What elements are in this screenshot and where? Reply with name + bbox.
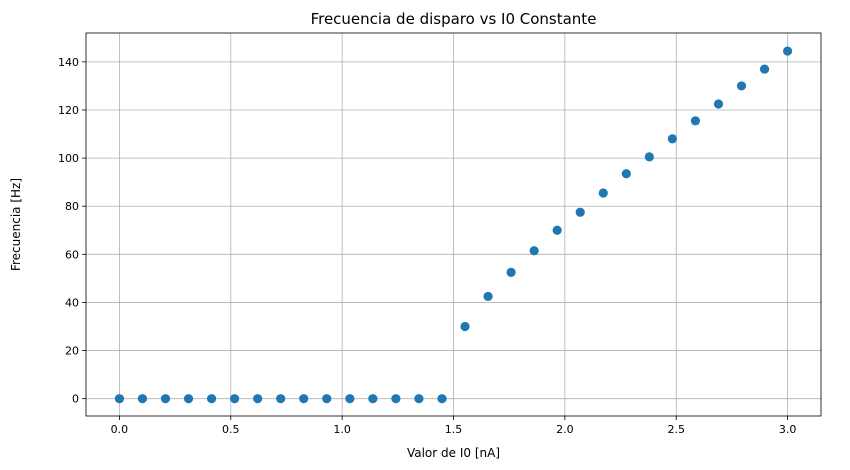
data-point (713, 99, 724, 109)
x-tick-label: 1.5 (445, 423, 463, 436)
data-point (552, 225, 562, 235)
data-point (575, 207, 585, 217)
x-tick-label: 2.5 (667, 423, 685, 436)
y-tick-label: 140 (58, 56, 79, 69)
y-tick-label: 60 (65, 248, 79, 261)
data-point (391, 394, 401, 404)
data-point (114, 394, 125, 404)
data-point (759, 64, 770, 74)
data-point (183, 394, 194, 404)
y-tick-label: 120 (58, 104, 79, 117)
y-tick-label: 0 (72, 393, 79, 406)
data-point (644, 152, 654, 162)
axis-ticks: 0.0 0.5 1.0 1.5 2.0 2.5 3.0 0 20 40 60 80 100 120 140 (58, 56, 796, 436)
chart-title: Frecuencia de disparo vs I0 Constante (311, 10, 597, 28)
data-points (114, 46, 793, 404)
data-point (206, 394, 217, 404)
data-point (253, 394, 263, 404)
data-point (160, 394, 171, 404)
data-point (414, 394, 424, 404)
x-tick-label: 0.0 (111, 423, 129, 436)
data-point (299, 394, 309, 404)
data-point (529, 246, 539, 256)
data-point (667, 134, 677, 144)
x-tick-label: 2.0 (556, 423, 574, 436)
grid-lines (86, 33, 821, 416)
data-point (690, 116, 701, 126)
x-tick-label: 1.0 (333, 423, 351, 436)
data-point (460, 321, 470, 332)
y-tick-label: 80 (65, 200, 79, 213)
x-tick-label: 3.0 (779, 423, 797, 436)
data-point (437, 394, 447, 404)
y-axis-label: Frecuencia [Hz] (9, 178, 23, 271)
y-tick-label: 20 (65, 345, 79, 358)
data-point (782, 46, 793, 56)
data-point (483, 291, 493, 302)
x-tick-label: 0.5 (222, 423, 240, 436)
data-point (230, 394, 240, 404)
x-axis-label: Valor de I0 [nA] (407, 446, 500, 460)
data-point (276, 394, 286, 404)
data-point (598, 188, 608, 198)
data-point (621, 169, 631, 179)
data-point (322, 394, 332, 404)
y-tick-label: 100 (58, 152, 79, 165)
data-point (137, 394, 148, 404)
data-point (368, 394, 378, 404)
data-point (345, 394, 355, 404)
data-point (506, 267, 516, 277)
y-tick-label: 40 (65, 296, 79, 309)
data-point (736, 81, 747, 91)
